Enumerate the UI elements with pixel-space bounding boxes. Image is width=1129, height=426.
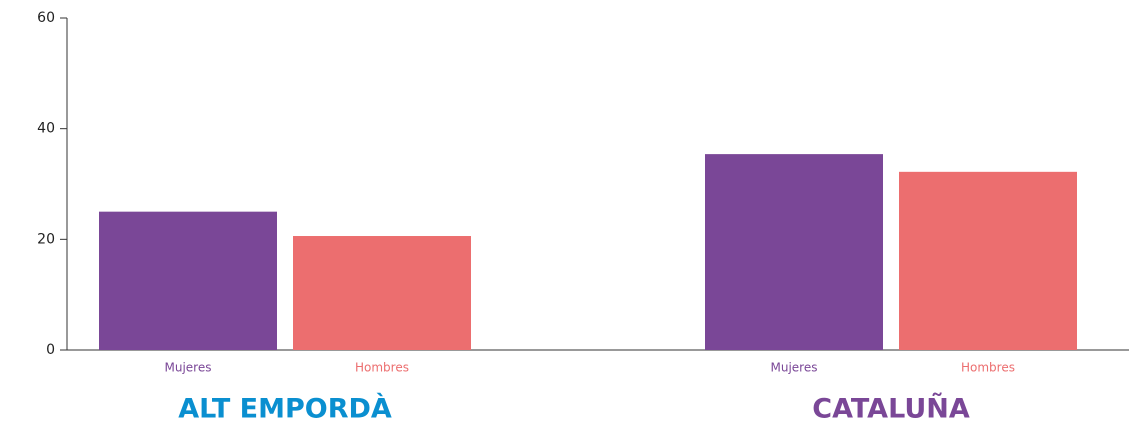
y-tick-label: 40 bbox=[37, 121, 55, 137]
y-tick-label: 60 bbox=[37, 10, 55, 26]
bar-label: Mujeres bbox=[771, 361, 818, 375]
bar bbox=[899, 171, 1077, 350]
x-tick-label: CATALUÑA bbox=[812, 393, 970, 425]
y-tick-label: 0 bbox=[46, 342, 55, 358]
bar bbox=[293, 236, 471, 350]
bar bbox=[705, 154, 883, 350]
bar-label: Hombres bbox=[355, 361, 409, 375]
bar-label: Mujeres bbox=[165, 361, 212, 375]
bar bbox=[99, 211, 277, 350]
y-tick-label: 20 bbox=[37, 231, 55, 247]
x-tick-label: ALT EMPORDÀ bbox=[178, 393, 392, 425]
bar-label: Hombres bbox=[961, 361, 1015, 375]
